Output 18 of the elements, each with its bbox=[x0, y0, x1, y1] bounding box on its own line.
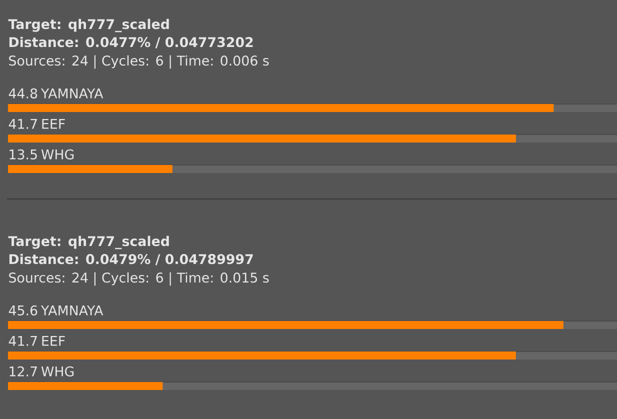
source-note: Sources: 24 | Cycles: 6 | Time: 0.006 s bbox=[9, 55, 269, 69]
y-tick-label: YAMNAYA bbox=[40, 88, 104, 98]
chart-subtitle: Distance: 0.0479% / 0.04789997 bbox=[9, 254, 253, 266]
chart-subtitle: Distance: 0.0477% / 0.04773202 bbox=[9, 36, 253, 48]
data-label: 12.7 bbox=[10, 366, 37, 376]
data-label: 13.5 bbox=[10, 149, 37, 160]
chart-title: Target: qh777_scaled bbox=[8, 18, 169, 32]
source-note: Sources: 24 | Cycles: 6 | Time: 0.015 s bbox=[9, 272, 269, 286]
y-tick-label: EEF bbox=[42, 336, 65, 346]
data-label: 44.8 bbox=[8, 88, 38, 98]
data-label: 41.7 bbox=[8, 336, 37, 346]
chart-title: Target: qh777_scaled bbox=[8, 236, 169, 250]
y-tick-label: EEF bbox=[42, 119, 65, 129]
data-label: 45.6 bbox=[8, 305, 38, 316]
y-tick-label: WHG bbox=[41, 149, 74, 160]
y-tick-label: WHG bbox=[41, 366, 74, 376]
data-label: 41.7 bbox=[8, 119, 37, 129]
y-tick-label: YAMNAYA bbox=[40, 306, 104, 316]
